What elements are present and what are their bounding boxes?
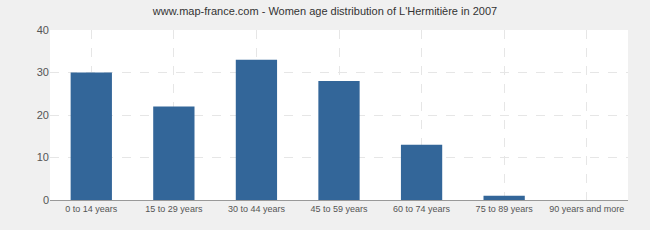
- svg-text:75 to 89 years: 75 to 89 years: [476, 204, 534, 214]
- svg-text:60 to 74 years: 60 to 74 years: [393, 204, 451, 214]
- svg-text:0: 0: [43, 194, 49, 206]
- svg-text:90 years and more: 90 years and more: [549, 204, 624, 214]
- svg-text:www.map-france.com - Women age: www.map-france.com - Women age distribut…: [152, 5, 497, 17]
- svg-text:10: 10: [37, 151, 49, 163]
- svg-text:15 to 29 years: 15 to 29 years: [145, 204, 203, 214]
- svg-text:0 to 14 years: 0 to 14 years: [65, 204, 118, 214]
- svg-text:20: 20: [37, 109, 49, 121]
- svg-text:30: 30: [37, 66, 49, 78]
- svg-text:40: 40: [37, 24, 49, 36]
- svg-text:30 to 44 years: 30 to 44 years: [228, 204, 286, 214]
- svg-text:45 to 59 years: 45 to 59 years: [310, 204, 368, 214]
